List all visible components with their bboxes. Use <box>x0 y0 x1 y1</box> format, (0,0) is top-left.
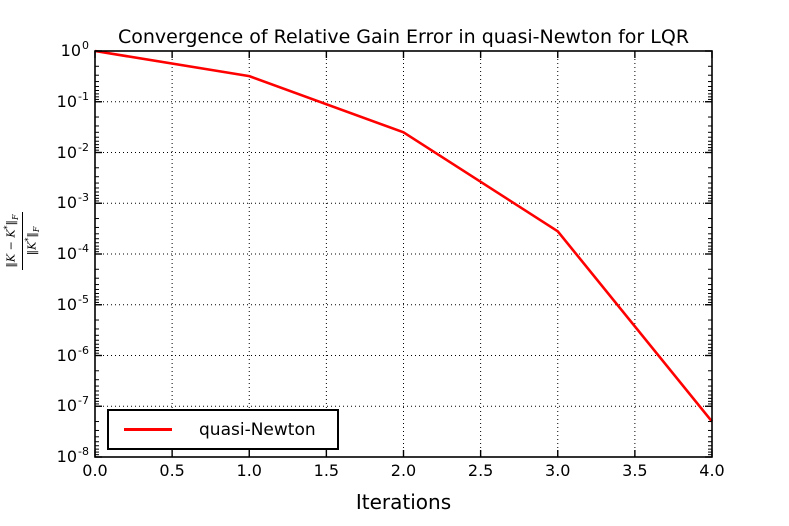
y-tick-label: 10-5 <box>56 292 89 314</box>
x-tick-label: 3.5 <box>622 461 648 480</box>
y-tick-label: 10-2 <box>56 140 89 162</box>
x-tick-label: 0.0 <box>82 461 108 480</box>
y-tick-label: 10-7 <box>56 394 89 416</box>
x-tick-label: 2.5 <box>467 461 494 480</box>
legend: quasi-Newton <box>107 409 339 450</box>
y-tick-label: 100 <box>60 39 89 60</box>
series-line <box>94 49 714 423</box>
legend-entry-label: quasi-Newton <box>199 419 316 440</box>
axes-spines <box>94 50 713 458</box>
y-axis-label: ‖K − K*‖F ‖K*‖F <box>3 197 41 285</box>
y-tick-label: 10-3 <box>56 191 89 213</box>
x-tick-label: 4.0 <box>699 461 725 480</box>
y-label-denominator: ‖K*‖F <box>23 226 41 256</box>
y-tick-label: 10-8 <box>56 445 89 466</box>
y-tick-label: 10-6 <box>56 343 89 365</box>
y-tick-label: 10-1 <box>56 89 89 111</box>
x-tick-label: 3.0 <box>545 461 571 480</box>
series-lines <box>94 49 714 423</box>
plot-border <box>94 50 713 458</box>
x-tick-label: 2.0 <box>390 461 417 480</box>
x-tick-label: 1.5 <box>313 461 340 480</box>
grid-lines <box>95 51 712 457</box>
x-tick-label: 0.5 <box>159 461 185 480</box>
x-tick-label: 1.0 <box>236 461 262 480</box>
legend-line-sample <box>124 428 172 431</box>
x-axis-label: Iterations <box>355 490 452 514</box>
y-tick-label: 10-4 <box>56 242 89 263</box>
y-label-numerator: ‖K − K*‖F <box>3 212 23 270</box>
chart-title: Convergence of Relative Gain Error in qu… <box>117 26 690 48</box>
